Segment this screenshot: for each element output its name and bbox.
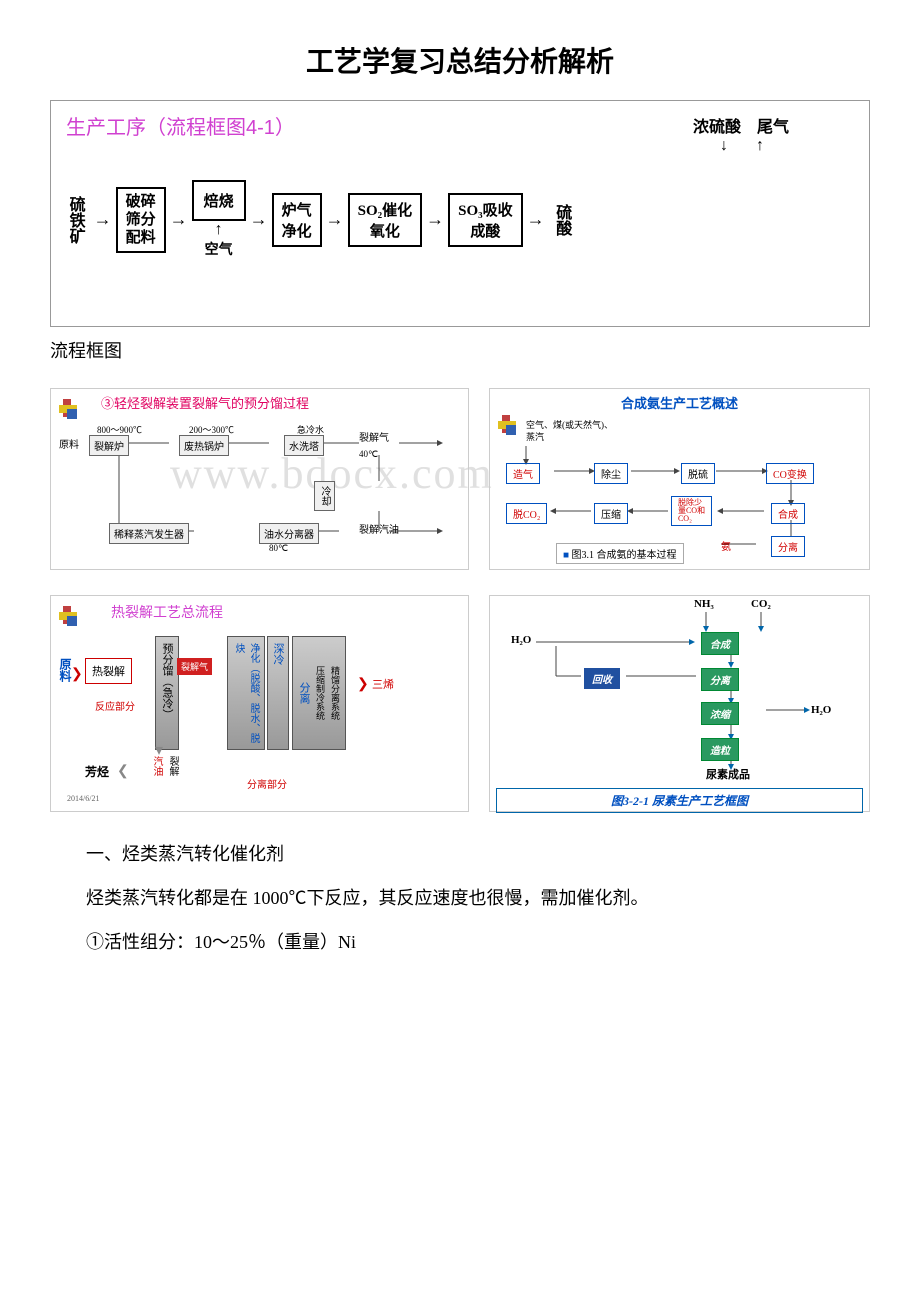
panel-d-caption: 图3-2-1 尿素生产工艺框图 [496,788,863,813]
fig1-step1-label: 破碎 筛分 配料 [126,194,156,246]
panel-c-out2: 芳烃 [85,763,109,780]
arrow-icon: → [523,209,549,230]
panel-a-b4: 稀释蒸汽发生器 [109,523,189,544]
panel-b-s7: 脱除少 量CO和 CO₂ [671,496,712,526]
panel-a-title: ③轻烃裂解装置裂解气的预分馏过程 [51,389,468,416]
panel-d-in1: NH₃ [694,598,714,610]
paragraph-1: 烃类蒸汽转化都是在 1000℃下反应，其反应速度也很慢，需加催化剂。 [50,881,870,915]
panel-c-b5-1: 分离 [296,682,312,704]
panel-c-out1: 三烯 [372,676,394,692]
fig1-step3-label: 炉气 净化 [282,203,312,240]
panel-c-out3: 汽油 [149,756,164,776]
section-heading-1: 一、烃类蒸汽转化催化剂 [50,837,870,871]
panel-c: 热裂解工艺总流程 原料 ❯ 热裂解 反应部分 预分馏（急冷） 裂解气 净化（脱酸… [50,595,469,812]
arrow-icon: → [90,209,116,230]
fig1-top-label-1: 浓硫酸 [693,119,741,136]
panel-a-out2: 裂解汽油 [359,521,399,536]
fig1-step2-label: 焙烧 [204,194,234,210]
caption-1: 流程框图 [50,337,870,363]
panel-b-title: 合成氨生产工艺概述 [490,389,869,416]
panel-a-mid: 冷却 [314,481,335,511]
panel-c-date: 2014/6/21 [67,794,99,803]
panel-b-out: 氨 [721,538,731,553]
panel-b-caption-bullet: ■ [563,550,569,561]
panel-b-s9: 分离 [771,536,805,557]
panel-d-s5: 造粒 [701,738,739,761]
panel-a-b5: 油水分离器 [259,523,319,544]
fig1-step5: SO₃吸收 成酸 [448,193,523,247]
panel-b-caption: 图3.1 合成氨的基本过程 [572,550,677,561]
fig1-step4: SO₂催化 氧化 [348,193,423,247]
panel-a-raw: 原料 [59,436,79,451]
panel-b-in2: 蒸汽 [526,430,544,443]
arrow-icon: → [246,209,272,230]
panel-a-b1: 裂解炉 [89,435,129,456]
panel-d-lines [496,602,863,782]
fig1-step2-below: 空气 [205,239,233,259]
panel-d-out: 尿素成品 [706,766,750,782]
page-title: 工艺学复习总结分析解析 [50,40,870,80]
arrow-up-icon: ↑ [215,221,223,239]
panel-d-s2: 回收 [584,668,620,689]
panel-c-title: 热裂解工艺总流程 [51,596,468,628]
bullet-icon [59,606,83,630]
panel-c-b5-2: 压缩制冷系统 [314,666,327,720]
fig1-header: 生产工序（流程框图4-1） [66,111,295,140]
chevron-right-icon: ❯ [357,676,369,693]
panel-c-tag: 裂解气 [177,658,212,675]
panel-b-s4: CO变换 [766,463,814,484]
panel-c-out4: 裂解 [165,756,180,776]
arrow-icon: → [422,209,448,230]
panel-d-s3: 分离 [701,668,739,691]
panel-c-b5-3: 精馏分离系统 [329,666,342,720]
fig1-step3: 炉气 净化 [272,193,322,247]
panel-a-out1: 裂解气 [359,429,389,444]
chevron-right-icon: ❯ [71,666,83,683]
panel-c-b1: 热裂解 [85,658,132,684]
panel-a: ③轻烃裂解装置裂解气的预分馏过程 原料 800～900℃ 裂解炉 200～300… [50,388,469,570]
panel-b-s8: 合成 [771,503,805,524]
panel-c-sub2: 分离部分 [247,776,287,791]
panel-d-in2: CO₂ [751,598,771,610]
panel-b: 合成氨生产工艺概述 空气、煤(或天然气)、 蒸汽 造气 除尘 脱硫 CO变换 [489,388,870,570]
panel-b-s5: 脱CO₂ [506,503,547,524]
fig1-step4-label: SO₂催化 氧化 [358,203,413,240]
panel-d-out-h2o: H₂O [811,704,831,716]
panel-a-t5: 80℃ [269,543,288,554]
panel-b-s1: 造气 [506,463,540,484]
panel-d-in3: H₂O [511,634,531,646]
panel-c-b2: 预分馏（急冷） [159,643,175,720]
panel-d-s1: 合成 [701,632,739,655]
fig1-step2: 焙烧 [192,180,246,221]
figure-1: 生产工序（流程框图4-1） 浓硫酸 尾气 ↓ ↑ 硫铁矿 → 破碎 筛分 配料 … [50,100,870,327]
panel-c-b4: 深冷 [270,643,286,665]
panel-b-s6: 压缩 [594,503,628,524]
bullet-icon [59,399,83,423]
fig1-top-label-2: 尾气 [757,119,789,136]
arrow-icon: → [166,209,192,230]
panel-c-sub1: 反应部分 [95,698,135,713]
panel-a-b2: 废热锅炉 [179,435,229,456]
arrow-icon: → [322,209,348,230]
fig1-input: 硫铁矿 [66,196,84,244]
fig1-output: 硫酸 [553,204,571,236]
fig1-step5-label: SO₃吸收 成酸 [458,203,513,240]
panel-b-s3: 脱硫 [681,463,715,484]
panel-a-out1t: 40℃ [359,449,378,460]
panel-d-s4: 浓缩 [701,702,739,725]
panel-a-b3: 水洗塔 [284,435,324,456]
panel-d: NH₃ CO₂ H₂O 合成 回收 分离 浓缩 H₂O 造粒 尿素成品 图3-2… [489,595,870,812]
panel-c-b3: 净化（脱酸、脱水、脱炔 [231,643,261,743]
paragraph-2: ①活性组分：10～25％（重量）Ni [50,925,870,959]
panel-b-s2: 除尘 [594,463,628,484]
chevron-left-icon: ❮ [117,763,129,780]
fig1-step1: 破碎 筛分 配料 [116,187,166,253]
